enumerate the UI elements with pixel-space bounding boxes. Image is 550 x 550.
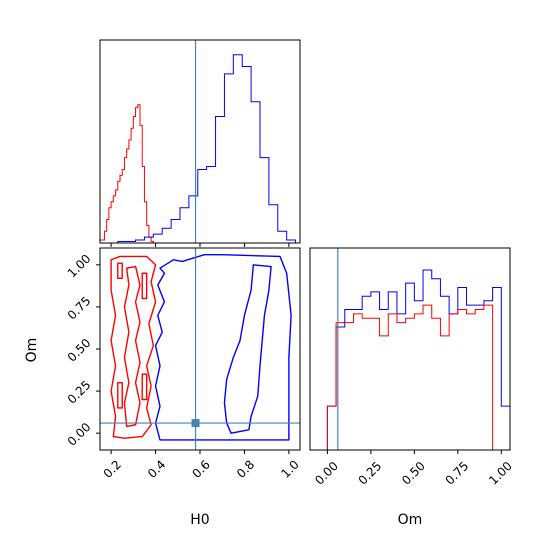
contour-red-level-3 bbox=[117, 262, 123, 279]
x-tick-label: 0.2 bbox=[101, 457, 124, 480]
x-tick-label: 0.00 bbox=[312, 459, 341, 488]
y-tick-label: 0.50 bbox=[65, 336, 94, 365]
x-tick-label: 1.0 bbox=[278, 457, 301, 480]
contour-red-level-4 bbox=[141, 272, 148, 300]
y-tick-label: 0.00 bbox=[65, 420, 94, 449]
x-tick-label: 0.75 bbox=[443, 459, 472, 488]
om-histogram-panel: 0.00 0.25 0.50 0.75 1.00 bbox=[309, 247, 515, 488]
histogram-red-series bbox=[318, 304, 502, 451]
contour-red-level-2 bbox=[123, 265, 141, 428]
axes-frame bbox=[99, 39, 301, 244]
histogram-blue-series bbox=[100, 54, 297, 244]
y-axis-label-om: Om bbox=[24, 338, 40, 363]
y-tick-label: 1.00 bbox=[65, 252, 94, 281]
truth-marker bbox=[191, 419, 200, 428]
y-tick-label: 0.25 bbox=[65, 378, 94, 407]
contour-red-level-5 bbox=[117, 381, 123, 409]
x-axis-label-om: Om bbox=[398, 512, 423, 528]
histogram-blue-series bbox=[318, 269, 511, 451]
contour-blue-level-2 bbox=[223, 264, 272, 434]
x-tick-label: 0.50 bbox=[399, 459, 428, 488]
h0-histogram-panel bbox=[99, 39, 301, 247]
y-tick-label: 0.75 bbox=[65, 294, 94, 323]
x-tick-label: 0.6 bbox=[189, 457, 212, 480]
x-axis-label-h0: H0 bbox=[190, 512, 209, 528]
x-tick-label: 0.8 bbox=[234, 457, 257, 480]
axes-frame bbox=[309, 247, 511, 451]
contour-red-level-6 bbox=[141, 373, 148, 401]
x-tick-label: 1.00 bbox=[486, 459, 515, 488]
contour-blue-level-1 bbox=[154, 254, 292, 441]
x-tick-label: 0.4 bbox=[145, 457, 168, 480]
x-tick-label: 0.25 bbox=[356, 459, 385, 488]
contour-red-level-1 bbox=[110, 255, 157, 439]
histogram-red-series bbox=[99, 104, 156, 244]
h0-om-contour-panel: 0.2 0.4 0.6 0.8 1.0 0.00 0.25 0.50 0.75 1.00 bbox=[65, 247, 302, 481]
